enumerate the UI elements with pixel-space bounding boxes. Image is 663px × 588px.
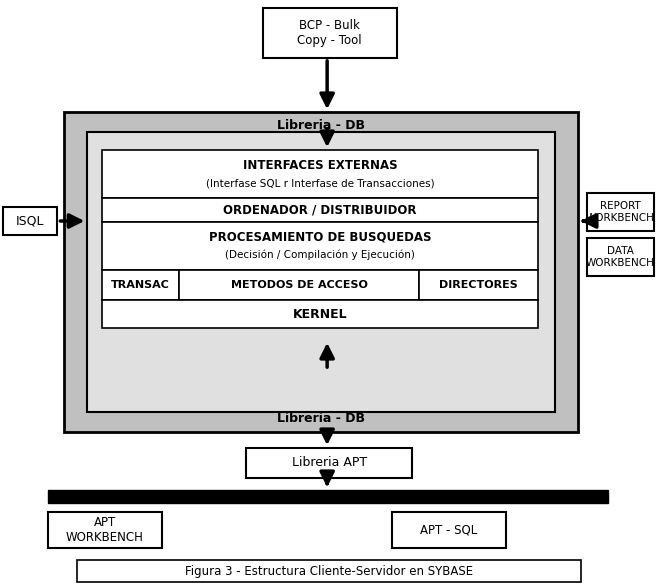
Text: Libreria - DB: Libreria - DB — [277, 413, 365, 426]
Bar — [102, 150, 538, 198]
Text: METODOS DE ACCESO: METODOS DE ACCESO — [231, 280, 368, 290]
Bar — [102, 222, 538, 270]
Bar — [102, 270, 180, 300]
Bar — [88, 132, 555, 412]
Text: (Decisión / Compilación y Ejecución): (Decisión / Compilación y Ejecución) — [225, 250, 415, 260]
Text: DATA
WORKBENCH: DATA WORKBENCH — [586, 246, 655, 268]
Text: APT - SQL: APT - SQL — [420, 523, 477, 536]
Bar — [48, 512, 162, 548]
Text: Libreria - DB: Libreria - DB — [277, 119, 365, 132]
Bar — [180, 270, 419, 300]
Text: INTERFACES EXTERNAS: INTERFACES EXTERNAS — [243, 159, 398, 172]
Bar — [102, 300, 538, 328]
Text: TRANSAC: TRANSAC — [111, 280, 170, 290]
Text: PROCESAMIENTO DE BUSQUEDAS: PROCESAMIENTO DE BUSQUEDAS — [209, 230, 432, 243]
Bar — [48, 490, 608, 503]
Bar — [3, 207, 58, 235]
Text: Libreria APT: Libreria APT — [292, 456, 367, 469]
Text: Figura 3 - Estructura Cliente-Servidor en SYBASE: Figura 3 - Estructura Cliente-Servidor e… — [185, 564, 473, 577]
Bar — [392, 512, 506, 548]
Text: KERNEL: KERNEL — [293, 308, 347, 320]
Bar — [587, 193, 654, 231]
Text: (Interfase SQL r Interfase de Transacciones): (Interfase SQL r Interfase de Transaccio… — [206, 178, 434, 188]
Bar — [587, 238, 654, 276]
Text: DIRECTORES: DIRECTORES — [440, 280, 518, 290]
Text: ORDENADOR / DISTRIBUIDOR: ORDENADOR / DISTRIBUIDOR — [223, 203, 417, 216]
Text: BCP - Bulk
Copy - Tool: BCP - Bulk Copy - Tool — [297, 19, 362, 47]
Text: APT
WORKBENCH: APT WORKBENCH — [66, 516, 143, 544]
Bar — [263, 8, 396, 58]
Text: ISQL: ISQL — [16, 215, 44, 228]
Bar — [102, 198, 538, 222]
Bar — [419, 270, 538, 300]
Bar — [64, 112, 578, 432]
Bar — [78, 560, 581, 582]
Bar — [246, 448, 412, 478]
Text: REPORT
WORKBENCH: REPORT WORKBENCH — [586, 201, 655, 223]
